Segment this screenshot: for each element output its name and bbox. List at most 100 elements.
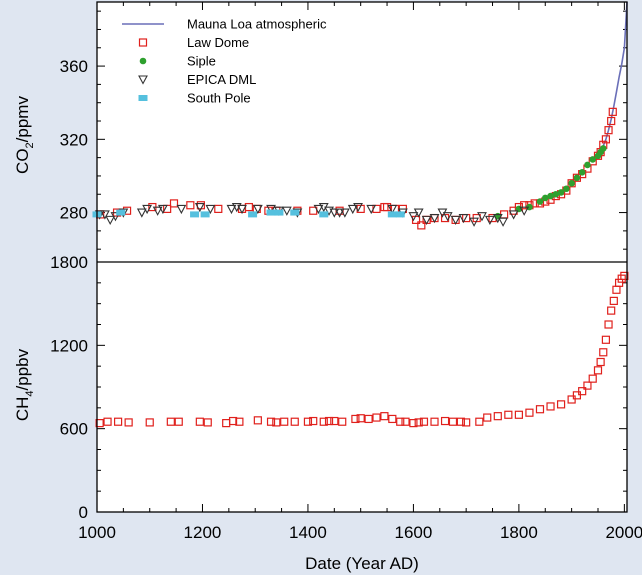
legend-label-siple: Siple	[187, 54, 216, 69]
epica-dml-point	[458, 214, 469, 224]
co2-data-marks	[92, 1, 628, 230]
siple-point	[573, 174, 581, 182]
y-tick-label: 360	[60, 57, 88, 76]
law-dome-point	[186, 201, 195, 210]
south-pole-point	[200, 211, 210, 218]
epica-dml-point	[353, 203, 363, 213]
law-dome-point	[604, 320, 613, 329]
law-dome-point	[174, 417, 183, 426]
mauna-loa-atmospheric-line	[601, 1, 628, 149]
epica-dml-point	[339, 208, 350, 218]
epica-dml-point	[99, 210, 110, 220]
law-dome-point	[364, 414, 373, 424]
legend-label-law-dome: Law Dome	[187, 35, 249, 50]
law-dome-point	[535, 405, 545, 414]
south-pole-point	[319, 211, 329, 218]
epica-dml-point	[313, 204, 324, 215]
law-dome-point	[578, 387, 587, 396]
y-tick-label: 320	[60, 130, 88, 149]
epica-dml-point	[498, 217, 508, 227]
south-pole-point	[116, 209, 126, 216]
ch4-panel: 0 600 1200 1800 CH4/ppbv	[13, 253, 629, 522]
x-axis: 1000 1200 1400 1600 1800 2000	[78, 2, 642, 542]
law-dome-point	[266, 417, 276, 426]
law-dome-point	[599, 348, 608, 357]
law-dome-point	[388, 414, 397, 424]
y-tick-label: 0	[79, 503, 88, 522]
law-dome-point	[124, 418, 133, 427]
law-dome-point	[396, 417, 405, 426]
law-dome-point	[607, 116, 616, 126]
epica-dml-point	[226, 204, 237, 215]
epica-dml-point	[484, 215, 495, 226]
law-dome-point	[324, 416, 334, 426]
south-pole-point	[266, 209, 276, 216]
law-dome-point	[356, 414, 365, 423]
law-dome-point	[583, 381, 592, 390]
law-dome-point	[596, 357, 605, 367]
epica-dml-point	[136, 208, 147, 218]
epica-dml-point	[387, 204, 398, 215]
ch4-y-axis-label: CH4/ppbv	[13, 348, 36, 421]
law-dome-point	[620, 271, 629, 280]
law-dome-point	[607, 306, 616, 315]
law-dome-point	[440, 416, 450, 426]
legend: Mauna Loa atmospheric Law Dome Siple EPICA …	[122, 17, 327, 106]
epica-dml-point	[194, 203, 205, 213]
siple-point	[552, 190, 560, 198]
y-tick-label: 1200	[50, 336, 88, 355]
south-pole-point	[290, 209, 300, 216]
legend-label-epica-dml: EPICA DML	[187, 72, 256, 87]
epica-dml-point	[281, 206, 292, 216]
siple-point	[589, 156, 597, 163]
law-dome-point	[401, 417, 410, 426]
law-dome-point	[475, 417, 484, 426]
siple-point	[599, 145, 607, 152]
law-dome-point	[593, 366, 603, 375]
epica-dml-point	[508, 210, 519, 220]
law-dome-point	[382, 202, 392, 212]
epica-dml-point	[237, 204, 247, 215]
siple-point	[541, 194, 549, 202]
epica-dml-point	[413, 208, 424, 218]
plot-frame	[96, 1, 628, 513]
ch4-data-marks	[95, 271, 629, 428]
law-dome-point	[280, 417, 289, 426]
epica-dml-point	[408, 212, 419, 222]
law-dome-point	[272, 418, 281, 427]
siple-point	[563, 185, 570, 193]
x-tick-label: 1000	[78, 523, 116, 542]
law-dome-point	[514, 410, 523, 419]
y-tick-label: 1800	[50, 253, 88, 272]
co2-panel: 280 320 360 CO2/ppmv Mauna Loa atmospheric…	[13, 1, 628, 250]
law-dome-point	[372, 413, 381, 422]
co2-y-axis: 280 320 360	[60, 10, 627, 250]
x-axis-label: Date (Year AD)	[305, 554, 419, 573]
law-dome-point	[525, 408, 534, 417]
law-dome-point	[456, 417, 465, 426]
epica-dml-point	[266, 204, 276, 215]
law-dome-point	[493, 412, 502, 421]
law-dome-point	[556, 400, 566, 409]
law-dome-point	[601, 135, 611, 144]
epica-dml-point	[334, 208, 345, 218]
law-dome-point	[166, 417, 175, 426]
law-dome-point	[338, 417, 347, 426]
epica-dml-point	[152, 206, 163, 216]
epica-dml-point	[105, 215, 116, 226]
legend-swatch-siple	[139, 57, 147, 65]
epica-dml-point	[442, 212, 453, 222]
epica-dml-point	[142, 204, 153, 215]
law-dome-point	[103, 417, 112, 426]
legend-swatch-epica-dml	[138, 75, 148, 85]
legend-label-mauna-loa-atmospheric: Mauna Loa atmospheric	[187, 17, 327, 32]
ch4-y-axis: 0 600 1200 1800	[50, 253, 627, 522]
epica-dml-point	[366, 204, 377, 215]
law-dome-point	[113, 417, 123, 426]
law-dome-point	[614, 278, 624, 287]
law-dome-point	[380, 412, 389, 421]
south-pole-point	[387, 211, 397, 218]
law-dome-point	[235, 417, 244, 426]
law-dome-point	[203, 418, 212, 427]
